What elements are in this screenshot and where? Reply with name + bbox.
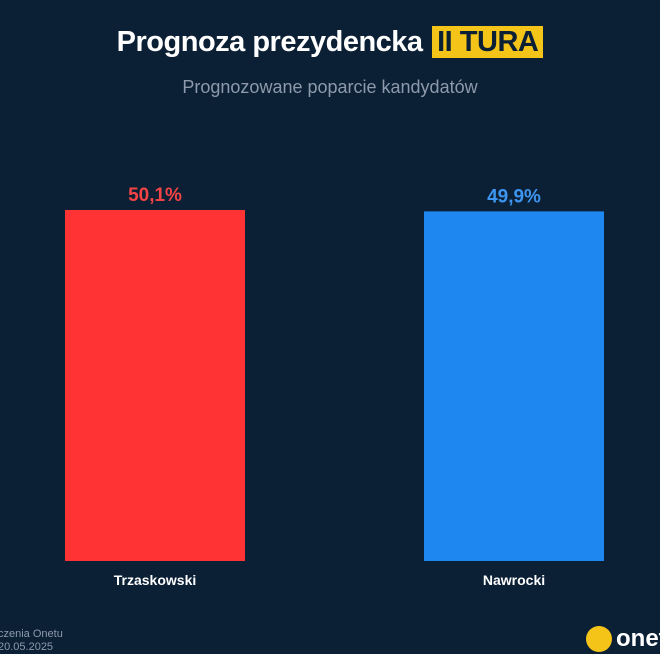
bar-trzaskowski [65, 210, 245, 561]
source-note: czenia Onetu 20.05.2025 [0, 628, 63, 654]
logo-dot-icon [586, 626, 612, 652]
value-label-trzaskowski: 50,1% [128, 185, 182, 206]
chart-title: Prognoza prezydencka II TURA [0, 26, 660, 59]
onet-logo: onet [586, 626, 660, 652]
source-line-1: czenia Onetu [0, 628, 63, 640]
bar-nawrocki [424, 211, 604, 562]
title-highlight-badge: II TURA [432, 26, 544, 58]
category-label-nawrocki: Nawrocki [483, 572, 545, 588]
value-label-nawrocki: 49,9% [487, 186, 541, 207]
chart-subtitle: Prognozowane poparcie kandydatów [182, 77, 478, 97]
category-label-trzaskowski: Trzaskowski [114, 572, 197, 588]
title-text: Prognoza prezydencka [116, 26, 423, 58]
logo-text: onet [616, 625, 660, 652]
source-line-2: 20.05.2025 [0, 641, 54, 653]
